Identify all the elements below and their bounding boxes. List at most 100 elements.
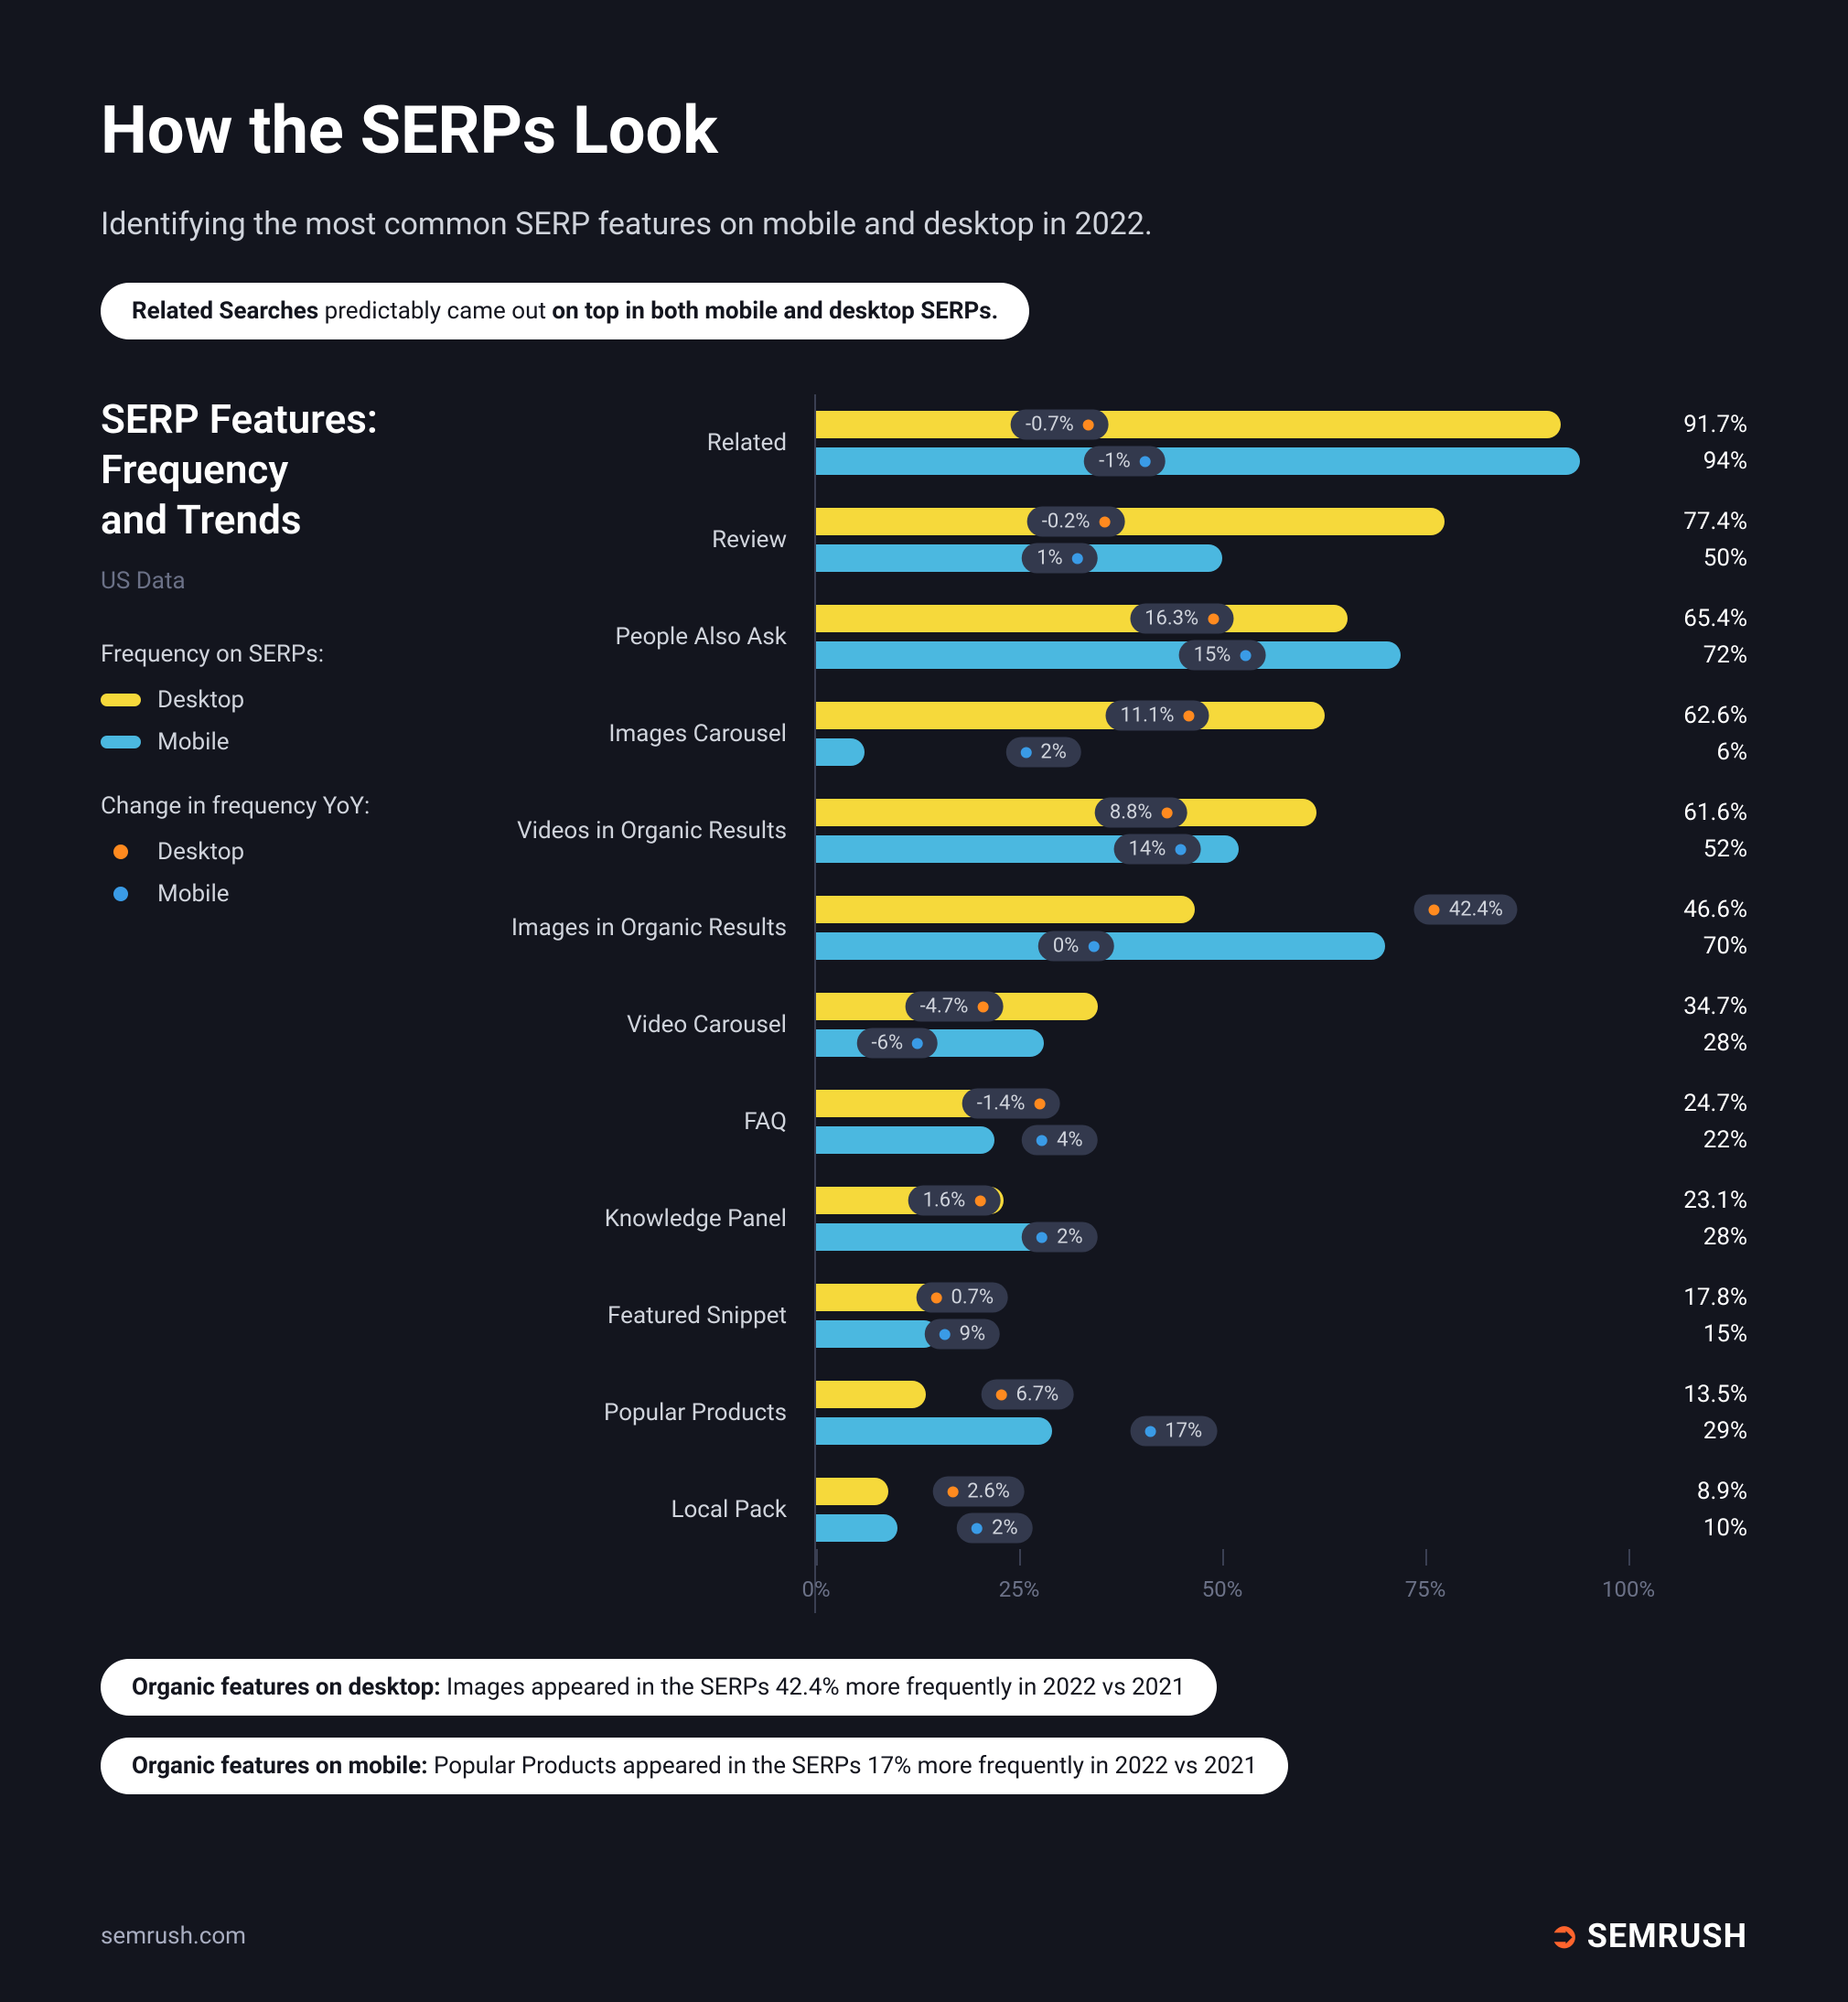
mobile-delta: 15% [1179, 640, 1266, 671]
mobile-bar [816, 1223, 1044, 1251]
desktop-delta: 42.4% [1414, 895, 1518, 925]
desktop-value: 34.7% [1645, 993, 1747, 1020]
feature-label: Video Carousel [476, 1011, 814, 1039]
desktop-value: 91.7% [1645, 411, 1747, 438]
flame-icon: ➲ [1550, 1915, 1580, 1956]
swatch-desktop-dot [113, 845, 128, 859]
feature-label: Local Pack [476, 1496, 814, 1523]
axis-tick-label: 0% [801, 1577, 830, 1602]
insight-pill-bold: on top in both mobile and desktop SERPs. [552, 297, 998, 325]
mobile-bar [816, 1514, 897, 1542]
feature-label: FAQ [476, 1108, 814, 1136]
insight-pill-lead: Related Searches [132, 297, 318, 325]
mobile-delta: 0% [1038, 931, 1113, 962]
chart-sidebar: SERP Features: Frequency and Trends US D… [101, 394, 476, 1613]
value-labels: 34.7%28% [1628, 993, 1747, 1057]
feature-label: Featured Snippet [476, 1302, 814, 1329]
desktop-value: 61.6% [1645, 799, 1747, 826]
axis-tick [1425, 1549, 1427, 1566]
desktop-value: 77.4% [1645, 508, 1747, 535]
feature-row: Local Pack 2.6% 2% 8.9%10% [476, 1461, 1747, 1558]
desktop-delta: 6.7% [982, 1380, 1074, 1410]
insight-pill-mid: predictably came out [318, 297, 552, 325]
swatch-mobile-dot [113, 887, 128, 901]
footer: semrush.com ➲ SEMRUSH [101, 1915, 1747, 1956]
desktop-bar [816, 702, 1325, 729]
mobile-value: 94% [1645, 447, 1747, 475]
axis-tick-label: 100% [1602, 1577, 1655, 1602]
mobile-delta: 9% [925, 1319, 1000, 1350]
mobile-value: 22% [1645, 1126, 1747, 1154]
desktop-bar [816, 896, 1195, 923]
swatch-desktop-bar [101, 694, 141, 706]
desktop-delta: 2.6% [932, 1477, 1025, 1507]
semrush-logo: ➲ SEMRUSH [1550, 1915, 1747, 1956]
desktop-delta: -1.4% [962, 1089, 1060, 1119]
legend-heading: Change in frequency YoY: [101, 792, 476, 820]
axis-tick-label: 25% [999, 1577, 1040, 1602]
desktop-bar [816, 1381, 926, 1408]
legend-frequency: Frequency on SERPs: Desktop Mobile [101, 640, 476, 756]
mobile-delta: 1% [1022, 544, 1097, 574]
mobile-bar [816, 1417, 1052, 1445]
feature-label: Popular Products [476, 1399, 814, 1426]
value-labels: 65.4%72% [1628, 605, 1747, 669]
mobile-value: 28% [1645, 1223, 1747, 1251]
mobile-bar [816, 1126, 994, 1154]
value-labels: 61.6% 52% [1628, 799, 1747, 863]
mobile-value: 70% [1645, 932, 1747, 960]
insight-pill-top: Related Searches predictably came out on… [101, 283, 1029, 339]
mobile-delta: 17% [1130, 1416, 1217, 1447]
desktop-delta: 1.6% [908, 1186, 1001, 1216]
mobile-delta: -1% [1084, 447, 1166, 477]
mobile-delta: 2% [957, 1513, 1032, 1544]
mobile-bar [816, 544, 1222, 572]
value-labels: 24.7% 22% [1628, 1090, 1747, 1154]
logo-text: SEMRUSH [1587, 1917, 1747, 1955]
insight-pill-mobile: Organic features on mobile: Popular Prod… [101, 1738, 1288, 1794]
value-labels: 23.1% 28% [1628, 1187, 1747, 1251]
mobile-bar [816, 641, 1401, 669]
value-labels: 13.5%29% [1628, 1381, 1747, 1445]
desktop-value: 46.6% [1645, 896, 1747, 923]
mobile-delta: 4% [1022, 1125, 1097, 1156]
axis-tick [1222, 1549, 1224, 1566]
feature-row: FAQ -1.4% 4% 24.7% 22% [476, 1073, 1747, 1170]
feature-row: People Also Ask16.3%15%65.4%72% [476, 588, 1747, 685]
mobile-value: 52% [1645, 835, 1747, 863]
insight-pill-desktop: Organic features on desktop: Images appe… [101, 1659, 1217, 1716]
desktop-value: 23.1% [1645, 1187, 1747, 1214]
footer-url: semrush.com [101, 1922, 246, 1950]
feature-label: Images in Organic Results [476, 914, 814, 942]
desktop-delta: -0.2% [1027, 507, 1125, 537]
desktop-bar [816, 605, 1348, 632]
value-labels: 8.9%10% [1628, 1478, 1747, 1542]
mobile-value: 15% [1645, 1320, 1747, 1348]
feature-row: Featured Snippet0.7%9%17.8%15% [476, 1267, 1747, 1364]
x-axis: 0%25%50%75%100% [814, 1558, 1747, 1613]
page-title: How the SERPs Look [101, 91, 1747, 169]
value-labels: 77.4% 50% [1628, 508, 1747, 572]
desktop-value: 62.6% [1645, 702, 1747, 729]
legend-change: Change in frequency YoY: Desktop Mobile [101, 792, 476, 908]
mobile-delta: -6% [857, 1028, 939, 1059]
desktop-delta: 11.1% [1105, 701, 1209, 731]
mobile-bar [816, 1320, 938, 1348]
desktop-delta: 0.7% [917, 1283, 1009, 1313]
legend-desktop-dot: Desktop [101, 838, 476, 866]
feature-row: Images in Organic Results 42.4% 0% 46.6% 70% [476, 879, 1747, 976]
axis-tick [816, 1549, 818, 1566]
desktop-value: 24.7% [1645, 1090, 1747, 1117]
value-labels: 62.6%6% [1628, 702, 1747, 766]
mobile-value: 50% [1645, 544, 1747, 572]
feature-label: People Also Ask [476, 623, 814, 651]
desktop-delta: 8.8% [1095, 798, 1187, 828]
mobile-value: 29% [1645, 1417, 1747, 1445]
desktop-delta: -0.7% [1011, 410, 1109, 440]
value-labels: 91.7% 94% [1628, 411, 1747, 475]
mobile-bar [816, 447, 1580, 475]
desktop-value: 65.4% [1645, 605, 1747, 632]
feature-row: Popular Products 6.7% 17% 13.5%29% [476, 1364, 1747, 1461]
feature-label: Knowledge Panel [476, 1205, 814, 1232]
axis-tick [1628, 1549, 1630, 1566]
